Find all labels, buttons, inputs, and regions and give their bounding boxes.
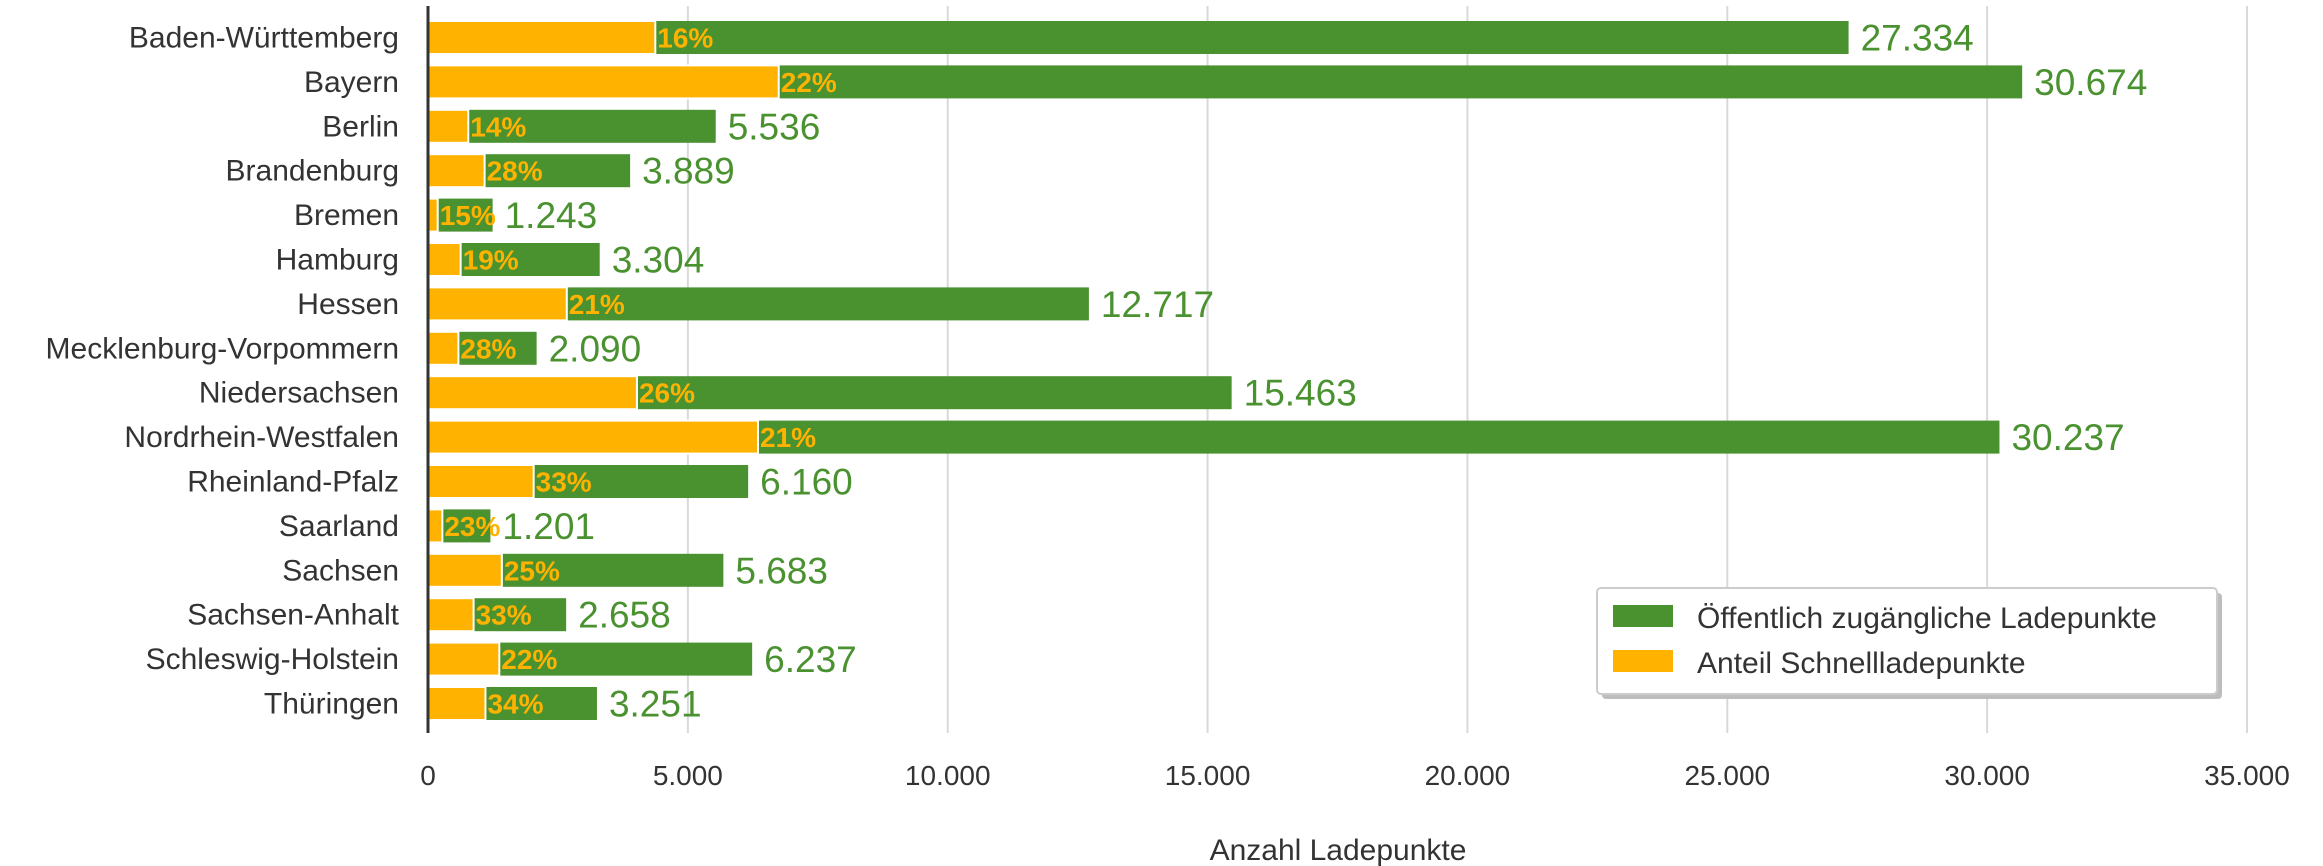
- category-label: Hamburg: [276, 244, 399, 277]
- x-tick-labels: 0 5.000 10.000 15.000 20.000 25.000 30.000 35.0…: [420, 760, 2290, 791]
- percent-label: 22%: [781, 67, 837, 98]
- x-tick-label: 25.000: [1684, 760, 1770, 791]
- percent-label: 21%: [569, 289, 625, 320]
- x-tick-label: 30.000: [1944, 760, 2030, 791]
- grid-lines: [686, 6, 2248, 733]
- category-label: Baden-Württemberg: [129, 22, 399, 55]
- bar-oeffentlich: [428, 198, 493, 232]
- x-tick-label: 5.000: [653, 760, 723, 791]
- value-label: 5.536: [728, 106, 821, 147]
- value-label: 30.674: [2034, 62, 2147, 103]
- legend-swatch-orange: [1613, 650, 1673, 672]
- percent-label: 23%: [444, 511, 500, 542]
- legend-entry-schnell: Anteil Schnellladepunkte: [1697, 647, 2026, 680]
- legend-entry-oeffentlich: Öffentlich zugängliche Ladepunkte: [1697, 602, 2157, 635]
- value-label: 5.683: [735, 550, 828, 591]
- percent-label: 28%: [487, 156, 543, 187]
- category-label: Nordrhein-Westfalen: [124, 421, 399, 454]
- category-label: Brandenburg: [226, 155, 399, 188]
- value-label: 12.717: [1101, 284, 1214, 325]
- value-label: 3.251: [609, 684, 702, 725]
- category-label: Bremen: [294, 199, 399, 232]
- category-label: Berlin: [322, 110, 399, 143]
- x-tick-label: 0: [420, 760, 436, 791]
- category-label: Hessen: [297, 288, 399, 321]
- value-label: 3.304: [612, 240, 705, 281]
- bar-schnell: [427, 552, 503, 588]
- category-label: Schleswig-Holstein: [146, 643, 399, 676]
- bar-schnell: [427, 419, 760, 455]
- percent-label: 21%: [760, 422, 816, 453]
- bar-schnell: [427, 330, 460, 366]
- value-label: 1.201: [502, 506, 595, 547]
- percent-label: 16%: [657, 23, 713, 54]
- bar-schnell: [427, 64, 780, 100]
- bar-schnell: [427, 375, 638, 411]
- bar-schnell: [427, 20, 657, 55]
- percent-label: 14%: [470, 111, 526, 142]
- percent-label: 28%: [460, 333, 516, 364]
- category-label: Thüringen: [264, 688, 399, 721]
- category-label: Saarland: [279, 510, 399, 543]
- x-tick-label: 20.000: [1425, 760, 1511, 791]
- bar-schnell: [427, 597, 475, 633]
- value-label: 2.658: [578, 595, 671, 636]
- percent-label: 15%: [440, 200, 496, 231]
- category-label: Mecklenburg-Vorpommern: [46, 332, 399, 365]
- percent-label: 22%: [501, 644, 557, 675]
- category-label: Bayern: [304, 66, 399, 99]
- bar-schnell: [427, 641, 501, 677]
- value-label: 27.334: [1861, 18, 1974, 59]
- bar-oeffentlich: [428, 109, 716, 143]
- legend-box: [1596, 587, 2218, 695]
- x-tick-label: 10.000: [905, 760, 991, 791]
- category-labels: Baden-Württemberg Bayern Berlin Brandenburg…: [46, 22, 400, 721]
- bar-schnell: [427, 153, 486, 189]
- percent-label: 26%: [639, 378, 695, 409]
- category-label: Sachsen-Anhalt: [187, 599, 399, 632]
- percent-label: 33%: [476, 600, 532, 631]
- percent-label: 19%: [463, 245, 519, 276]
- value-label: 6.160: [760, 462, 853, 503]
- value-label: 2.090: [549, 328, 642, 369]
- percent-label: 33%: [536, 467, 592, 498]
- value-label: 15.463: [1244, 373, 1357, 414]
- value-label: 1.243: [505, 195, 598, 236]
- legend: Öffentlich zugängliche Ladepunkte Anteil…: [1596, 587, 2222, 699]
- bar-schnell: [427, 508, 444, 544]
- percent-label: 25%: [504, 555, 560, 586]
- legend-swatch-green: [1613, 605, 1673, 627]
- bar-schnell: [427, 242, 462, 277]
- percent-label: 34%: [487, 689, 543, 720]
- value-label: 30.237: [2011, 417, 2124, 458]
- bar-schnell: [427, 108, 470, 144]
- value-label: 3.889: [642, 151, 735, 192]
- bar-schnell: [427, 686, 487, 721]
- x-tick-label: 15.000: [1165, 760, 1251, 791]
- bar-schnell: [427, 286, 568, 322]
- category-label: Sachsen: [282, 554, 399, 587]
- value-label: 6.237: [764, 639, 857, 680]
- category-label: Rheinland-Pfalz: [187, 466, 399, 499]
- category-label: Niedersachsen: [199, 377, 399, 410]
- x-axis-title: Anzahl Ladepunkte: [1210, 834, 1467, 866]
- bar-oeffentlich: [428, 21, 1849, 54]
- bar-schnell: [427, 464, 535, 499]
- bars: 16% 27.334 22% 30.674 14% 5.536 28% 3.889 15% 1.2…: [427, 18, 2147, 725]
- x-tick-label: 35.000: [2204, 760, 2290, 791]
